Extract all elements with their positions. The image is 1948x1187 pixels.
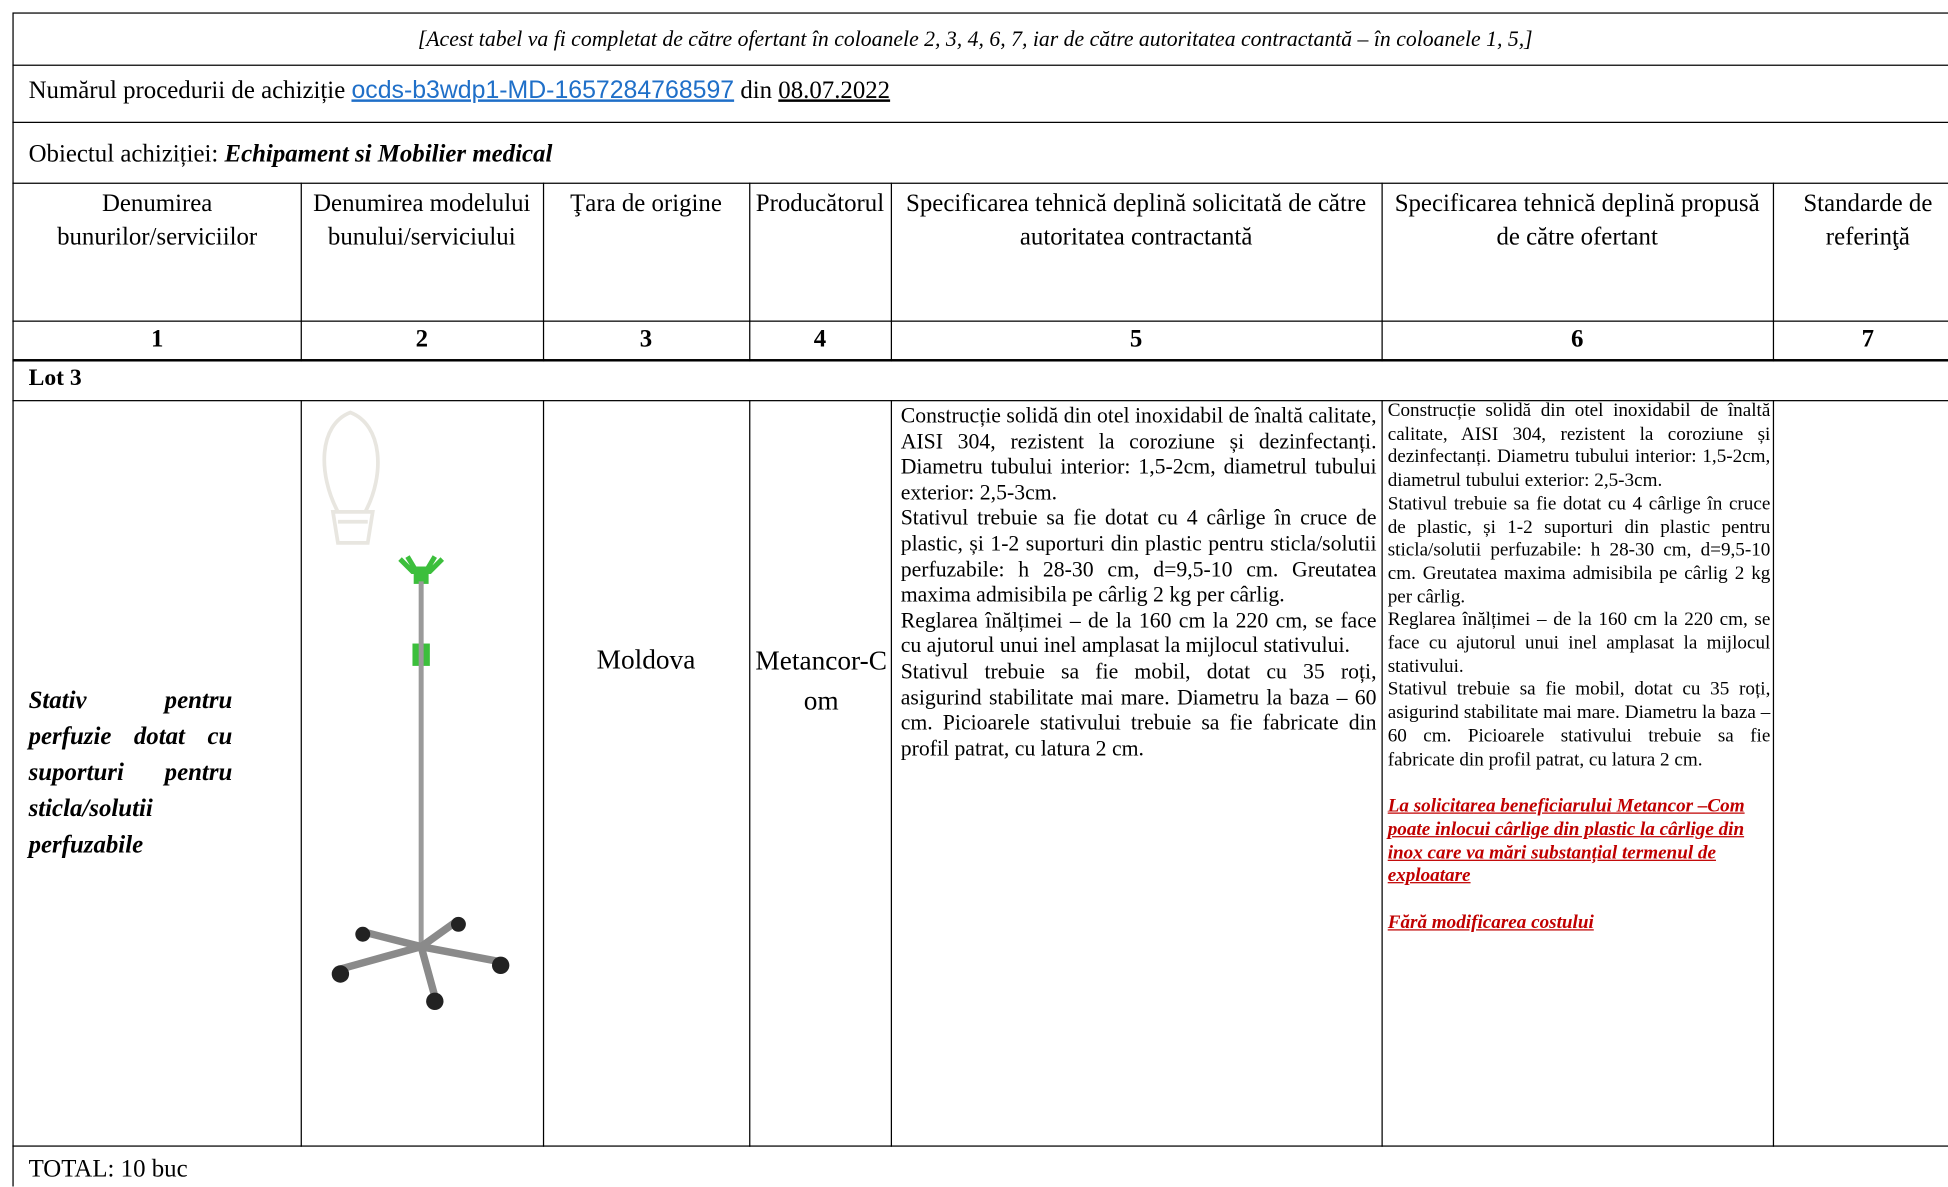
procedure-row: Numărul procedurii de achiziție ocds-b3w… [12,64,1948,123]
header-cell: Denumirea modelului bunului/serviciului [300,182,545,322]
header-text: Specificarea tehnică deplină propusă de … [1394,190,1760,251]
spec-offered-cell: Construcție solidă din otel inoxidabil d… [1381,400,1775,1147]
header-cell: Specificarea tehnică deplină propusă de … [1381,182,1775,322]
country: Moldova [596,643,696,675]
spec-paragraph: Construcție solidă din otel inoxidabil d… [900,402,1377,505]
number-cell: 4 [749,320,893,362]
model-cell [300,400,545,1147]
object-row: Obiectul achiziției: Echipament si Mobil… [12,121,1948,184]
column-number: 5 [1129,325,1143,353]
offer-note: Fără modificarea costului [1387,911,1594,934]
column-number: 7 [1861,325,1875,353]
lot-row: Lot 3 [12,360,1948,402]
name-cell: Stativ pentru perfuzie dotat cu suportur… [12,400,302,1147]
header-cell: Denumirea bunurilor/serviciilor [12,182,302,322]
column-number: 3 [639,325,653,353]
procedure-label: Numărul procedurii de achiziție [28,77,346,105]
column-number: 6 [1570,325,1584,353]
spec-paragraph: Stativul trebuie sa fie dotat cu 4 cârli… [1387,492,1771,608]
item-name: Stativ pentru perfuzie dotat cu suportur… [28,686,233,858]
note-row: [Acest tabel va fi completat de către of… [12,12,1948,66]
header-text: Standarde de referinţă [1803,190,1933,251]
number-cell: 2 [300,320,545,362]
spec-paragraph: Reglarea înălțimei – de la 160 cm la 220… [900,607,1377,658]
total: TOTAL: 10 buc [28,1155,188,1183]
object-label: Obiectul achiziției: [28,140,219,168]
country-cell: Moldova [542,400,751,1147]
header-text: Producătorul [755,190,885,218]
spec-paragraph: Stativul trebuie sa fie mobil, dotat cu … [1387,678,1771,770]
header-text: Denumirea modelului bunului/serviciului [313,190,531,251]
offer-note: La solicitarea beneficiarului Metancor –… [1387,795,1745,887]
header-cell: Ţara de origine [542,182,751,322]
column-number: 2 [415,325,428,353]
total-row: TOTAL: 10 buc [12,1145,1948,1187]
spec-paragraph: Reglarea înălțimei – de la 160 cm la 220… [1387,609,1771,677]
number-cell: 1 [12,320,302,362]
product-image [322,410,510,1011]
spec-paragraph: Stativul trebuie sa fie mobil, dotat cu … [900,658,1377,760]
header-text: Specificarea tehnică deplină solicitată … [906,190,1367,251]
object-value: Echipament si Mobilier medical [224,140,553,168]
header-cell: Specificarea tehnică deplină solicitată … [890,182,1383,322]
standards-cell [1772,400,1948,1147]
number-cell: 6 [1381,320,1775,362]
spec-paragraph: Stativul trebuie sa fie dotat cu 4 cârli… [900,504,1377,607]
header-text: Ţara de origine [570,190,722,218]
column-number: 4 [813,325,827,353]
header-cell: Producătorul [749,182,893,322]
number-cell: 7 [1772,321,1948,362]
procedure-conj: din [740,77,773,105]
header-cell: Standarde de referinţă [1772,183,1948,322]
spec-requested-cell: Construcție solidă din otel inoxidabil d… [890,400,1383,1147]
lot: Lot 3 [28,365,82,392]
number-cell: 3 [542,320,751,362]
spec-paragraph: Construcție solidă din otel inoxidabil d… [1387,400,1771,491]
procedure-date: 08.07.2022 [778,77,891,105]
procedure-link[interactable]: ocds-b3wdp1-MD-1657284768597 [351,77,735,105]
header-text: Denumirea bunurilor/serviciilor [57,190,258,251]
note: [Acest tabel va fi completat de către of… [417,26,1533,51]
producer-cell: Metancor-Com [749,400,893,1147]
number-cell: 5 [890,320,1383,362]
producer: Metancor-Com [755,644,887,716]
column-number: 1 [150,325,164,353]
